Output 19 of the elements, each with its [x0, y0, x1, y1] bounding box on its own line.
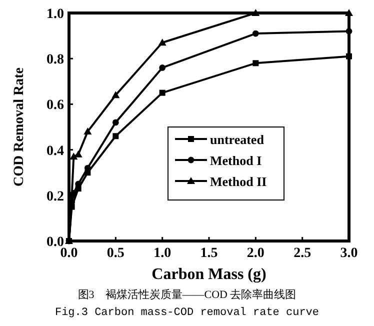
- x-tick-label: 2.0: [246, 246, 264, 261]
- y-tick-label: 0.2: [46, 189, 64, 204]
- x-tick-label: 1.5: [200, 246, 218, 261]
- x-tick-label: 2.5: [294, 246, 312, 261]
- x-tick-label: 1.0: [154, 246, 172, 261]
- y-tick-label: 0.6: [46, 98, 64, 114]
- caption: Fig.3 Carbon mass-COD removal rate curve: [54, 307, 320, 319]
- y-tick-label: 1.0: [46, 7, 64, 22]
- legend-label: Method I: [210, 153, 262, 168]
- caption: 图3 褐煤活性炭质量——COD 去除率曲线图: [78, 288, 296, 301]
- x-tick-label: 0.5: [106, 246, 124, 261]
- y-tick-label: 0.8: [46, 52, 64, 68]
- x-tick-label: 0.0: [60, 246, 78, 261]
- x-axis-title: Carbon Mass (g): [152, 266, 266, 283]
- x-tick-label: 3.0: [340, 246, 358, 261]
- legend-label: Method II: [210, 174, 267, 189]
- y-axis-title: COD Removal Rate: [12, 68, 27, 186]
- legend-label: untreated: [210, 132, 265, 147]
- y-tick-label: 0.4: [46, 144, 64, 159]
